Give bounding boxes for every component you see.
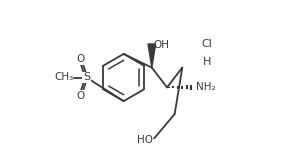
Text: OH: OH xyxy=(153,40,169,50)
Polygon shape xyxy=(148,44,156,68)
Text: H: H xyxy=(202,57,211,67)
Text: HO: HO xyxy=(137,135,153,145)
Text: O: O xyxy=(76,54,84,64)
Text: CH₃: CH₃ xyxy=(54,73,74,82)
Text: Cl: Cl xyxy=(201,39,212,49)
Text: S: S xyxy=(83,73,90,82)
Text: O: O xyxy=(76,91,84,101)
Text: NH₂: NH₂ xyxy=(196,82,215,92)
